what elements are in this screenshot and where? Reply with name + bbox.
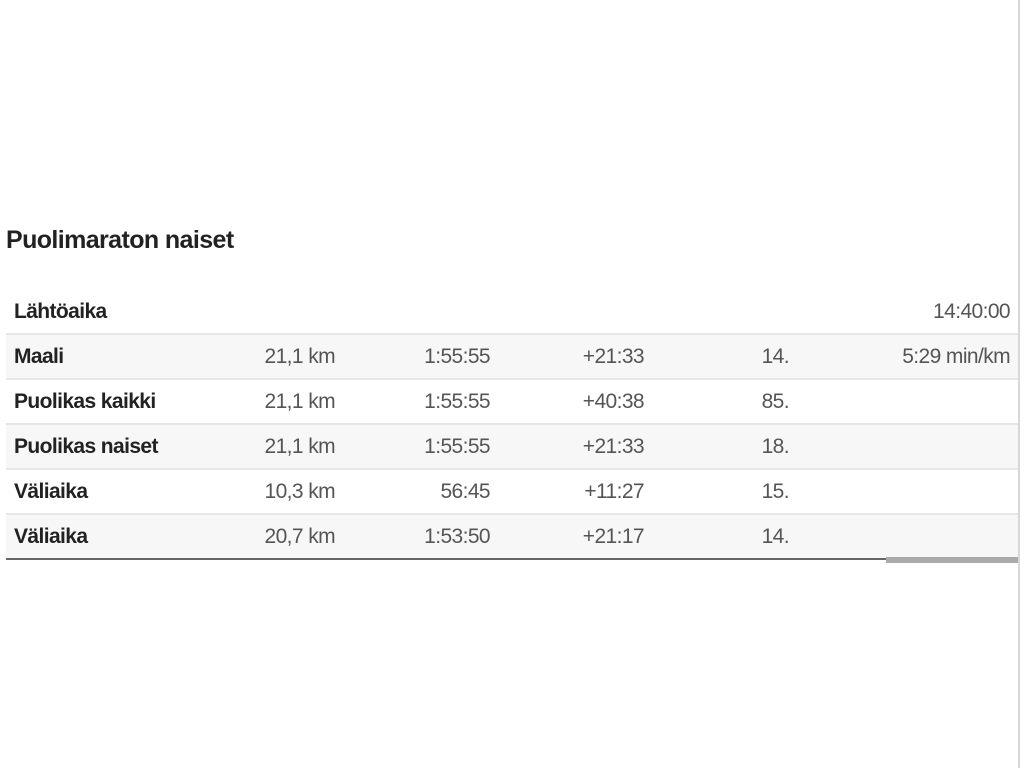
- pace: 5:29 min/km: [902, 344, 1010, 368]
- row-label: Lähtöaika: [14, 299, 107, 323]
- row-label: Maali: [14, 344, 64, 368]
- row-label: Väliaika: [14, 479, 88, 503]
- distance: 21,1 km: [264, 389, 336, 413]
- results-table: Lähtöaika 14:40:00 Maali 21,1 km 1:55:55…: [6, 290, 1018, 560]
- distance: 20,7 km: [264, 524, 336, 548]
- rank: 14.: [761, 344, 790, 368]
- table-row: Maali 21,1 km 1:55:55 +21:33 14. 5:29 mi…: [6, 333, 1018, 378]
- time-diff: +21:17: [582, 524, 645, 548]
- start-time-row: Lähtöaika 14:40:00: [6, 290, 1018, 333]
- distance: 21,1 km: [264, 434, 336, 458]
- rank: 85.: [761, 389, 790, 413]
- rank: 15.: [761, 479, 790, 503]
- table-row: Puolikas naiset 21,1 km 1:55:55 +21:33 1…: [6, 423, 1018, 468]
- horizontal-scrollbar[interactable]: [886, 557, 1018, 563]
- section-title: Puolimaraton naiset: [6, 226, 234, 254]
- start-time: 14:40:00: [933, 299, 1011, 323]
- table-row: Puolikas kaikki 21,1 km 1:55:55 +40:38 8…: [6, 378, 1018, 423]
- page-edge: [1018, 0, 1020, 768]
- time: 1:55:55: [424, 344, 490, 368]
- time: 56:45: [440, 479, 490, 503]
- time-diff: +40:38: [582, 389, 645, 413]
- time: 1:55:55: [424, 389, 490, 413]
- distance: 10,3 km: [264, 479, 336, 503]
- time: 1:55:55: [424, 434, 490, 458]
- row-label: Puolikas kaikki: [14, 389, 156, 413]
- table-row: Väliaika 20,7 km 1:53:50 +21:17 14.: [6, 513, 1018, 558]
- time-diff: +21:33: [582, 434, 645, 458]
- time: 1:53:50: [424, 524, 490, 548]
- distance: 21,1 km: [264, 344, 336, 368]
- time-diff: +21:33: [582, 344, 645, 368]
- row-label: Puolikas naiset: [14, 434, 159, 458]
- time-diff: +11:27: [584, 479, 644, 503]
- table-row: Väliaika 10,3 km 56:45 +11:27 15.: [6, 468, 1018, 513]
- rank: 18.: [761, 434, 790, 458]
- row-label: Väliaika: [14, 524, 88, 548]
- rank: 14.: [761, 524, 790, 548]
